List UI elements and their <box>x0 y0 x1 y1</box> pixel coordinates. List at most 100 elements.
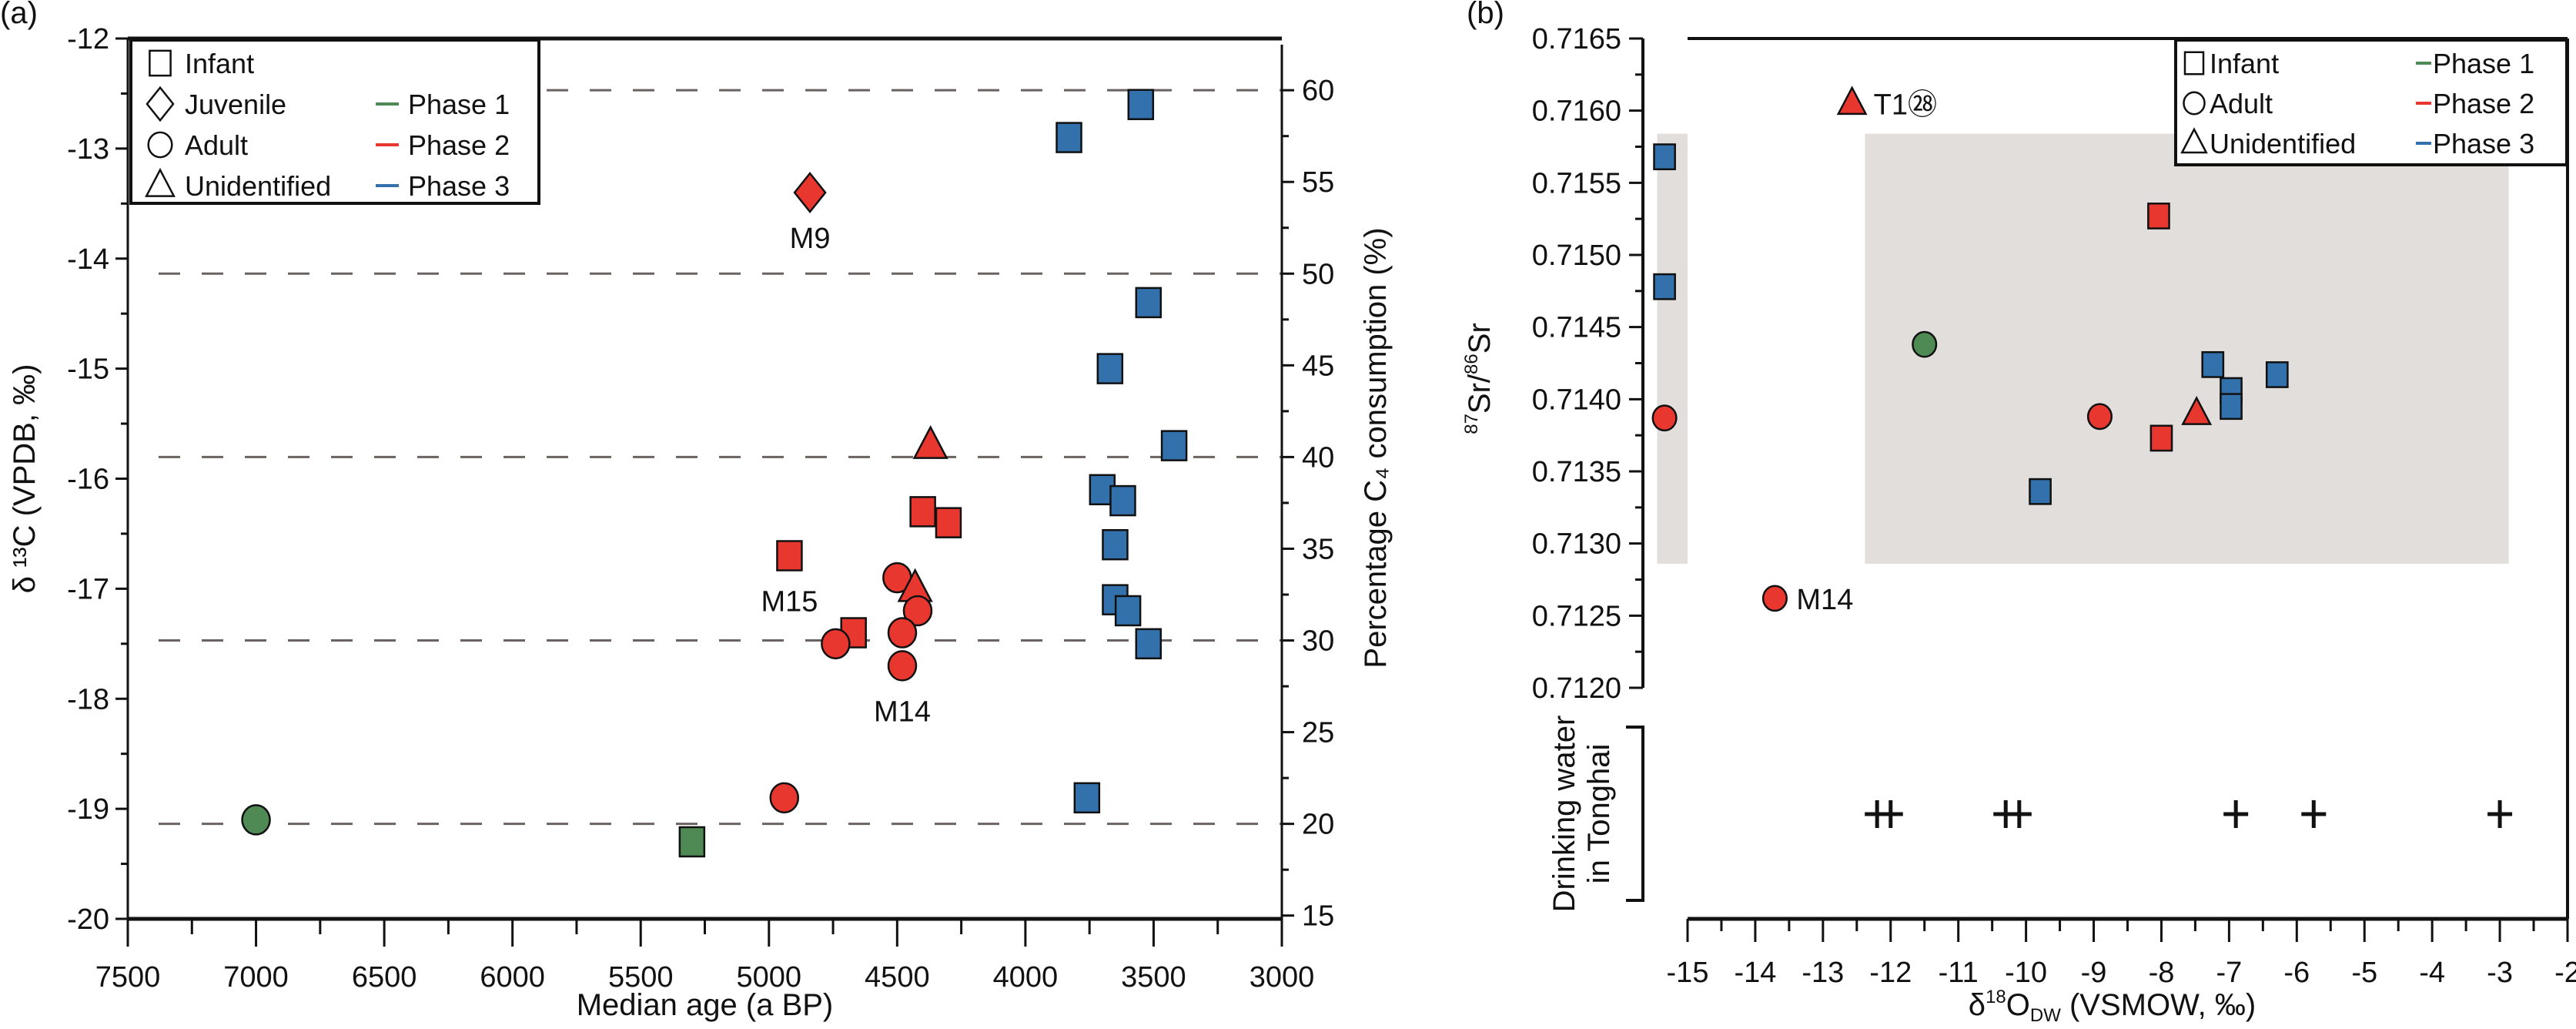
x-tick-label: 3500 <box>1121 961 1186 994</box>
x-tick-label: -10 <box>2005 957 2047 989</box>
y-tick-label: 0.7150 <box>1532 240 1621 272</box>
data-point-circle <box>2086 403 2113 431</box>
y-tick-label: -15 <box>67 354 109 386</box>
drinking-water-bracket <box>1626 726 1644 902</box>
y-tick-label: -19 <box>67 793 109 826</box>
legend-triangle-icon <box>145 167 176 197</box>
legend-square-icon <box>149 49 172 77</box>
data-point-square <box>1653 273 1676 300</box>
legend-label: Phase 3 <box>408 170 510 202</box>
data-point-square <box>2201 350 2225 378</box>
x-tick-label: 4500 <box>865 961 930 994</box>
data-point-circle <box>1912 330 1938 358</box>
x-tick-label: -3 <box>2487 957 2513 989</box>
legend-label: Unidentified <box>2210 128 2356 159</box>
point-annotation: T1㉘ <box>1874 89 1937 121</box>
x-tick-label: -12 <box>1869 957 1912 989</box>
data-point-circle <box>902 595 933 627</box>
y-tick-label: -12 <box>67 23 109 55</box>
data-point-square <box>678 826 706 858</box>
legend-label: Unidentified <box>185 170 331 202</box>
legend-circle-icon <box>147 131 173 159</box>
y-tick-label: 0.7145 <box>1532 312 1621 344</box>
y-tick-label: 0.7135 <box>1532 456 1621 488</box>
data-point-circle <box>821 628 851 660</box>
y-tick-label: 0.7125 <box>1532 600 1621 632</box>
right-y-tick-label: 55 <box>1302 166 1334 199</box>
data-point-square <box>1102 528 1129 561</box>
right-y-tick-label: 35 <box>1302 533 1334 565</box>
legend-circle-icon <box>2183 91 2206 116</box>
right-y-tick-label: 45 <box>1302 350 1334 382</box>
data-point-circle <box>241 804 271 836</box>
data-point-square <box>1127 89 1155 120</box>
x-tick-label: -11 <box>1939 957 1979 989</box>
y-tick-label: -18 <box>67 683 109 716</box>
legend-label: Phase 2 <box>408 129 510 161</box>
y-tick-label: 0.7120 <box>1532 672 1621 705</box>
data-point-square <box>1096 353 1124 384</box>
x-tick-label: -6 <box>2283 957 2310 989</box>
y-tick-label: -16 <box>67 464 109 496</box>
data-point-circle <box>1761 585 1788 612</box>
data-point-circle <box>769 782 800 814</box>
y-tick-label: -17 <box>67 573 109 605</box>
legend-label: Juvenile <box>185 89 286 120</box>
x-tick-label: -8 <box>2149 957 2175 989</box>
data-point-square <box>1135 287 1163 319</box>
right-y-tick-label: 40 <box>1302 441 1334 474</box>
point-annotation: M14 <box>874 695 931 728</box>
right-y-tick-label: 50 <box>1302 258 1334 290</box>
data-point-square <box>1135 628 1163 660</box>
data-point-triangle <box>912 424 948 459</box>
legend-triangle-icon <box>2180 127 2208 154</box>
shaded-region <box>1657 133 1688 564</box>
panel-a-points: M9 M15 M14 <box>241 89 1188 858</box>
panel-label-a: (a) <box>0 0 38 30</box>
data-point-square <box>2220 393 2243 421</box>
y-axis-title: 87Sr/86Sr <box>1461 323 1497 434</box>
panel-b-drinking-water: Drinking water in Tonghai <box>1547 716 2513 913</box>
y-axis-title: δ ¹³C (VPDB, ‰) <box>8 364 42 594</box>
drinking-water-label: in Tonghai <box>1582 744 1616 884</box>
right-y-tick-label: 25 <box>1302 717 1334 749</box>
data-point-circle <box>887 617 918 649</box>
x-tick-label: -5 <box>2351 957 2377 989</box>
data-point-square <box>1653 143 1676 171</box>
y-tick-label: 0.7160 <box>1532 96 1621 128</box>
right-y-tick-label: 20 <box>1302 809 1334 841</box>
data-point-square <box>1055 122 1082 153</box>
x-tick-label: -9 <box>2081 957 2107 989</box>
drinking-water-label: Drinking water <box>1547 716 1581 913</box>
y-tick-label: 0.7130 <box>1532 528 1621 561</box>
data-point-square <box>935 507 962 538</box>
y-tick-label: 0.7140 <box>1532 384 1621 416</box>
data-point-circle <box>887 650 918 682</box>
panel-label-b: (b) <box>1467 0 1504 30</box>
panel-a-axes: -12 -13 -14 -15 -16 -17 -18 -19 -20 7500 7000 6500 6… <box>8 23 1393 1022</box>
data-point-triangle <box>1836 85 1868 116</box>
x-tick-label: 7000 <box>223 961 289 994</box>
data-point-square <box>2147 203 2170 230</box>
x-tick-label: -7 <box>2216 957 2242 989</box>
x-tick-label: 4000 <box>993 961 1059 994</box>
x-tick-label: 3000 <box>1250 961 1315 994</box>
legend-label: Phase 1 <box>2433 48 2534 79</box>
legend-label: Infant <box>2210 48 2279 79</box>
x-tick-label: -2 <box>2554 957 2576 989</box>
data-point-square <box>1160 430 1188 461</box>
x-tick-label: -4 <box>2419 957 2445 989</box>
legend-label: Adult <box>185 129 248 161</box>
y-tick-label: -14 <box>67 243 109 276</box>
legend-box <box>129 39 540 205</box>
panel-b-points: T1㉘ M14 <box>1651 85 2289 616</box>
y-tick-label: 0.7155 <box>1532 167 1621 199</box>
data-point-square <box>2265 361 2289 388</box>
legend-label: Adult <box>2210 88 2273 119</box>
data-point-square <box>776 540 803 571</box>
panel-b-legend: Infant Adult Unidentified Phase 1 Phase 2 Pha… <box>2174 39 2568 166</box>
data-point-square <box>1114 595 1142 627</box>
legend-label: Phase 2 <box>2433 88 2534 119</box>
x-tick-label: -14 <box>1734 957 1776 989</box>
x-tick-label: 6500 <box>352 961 417 994</box>
